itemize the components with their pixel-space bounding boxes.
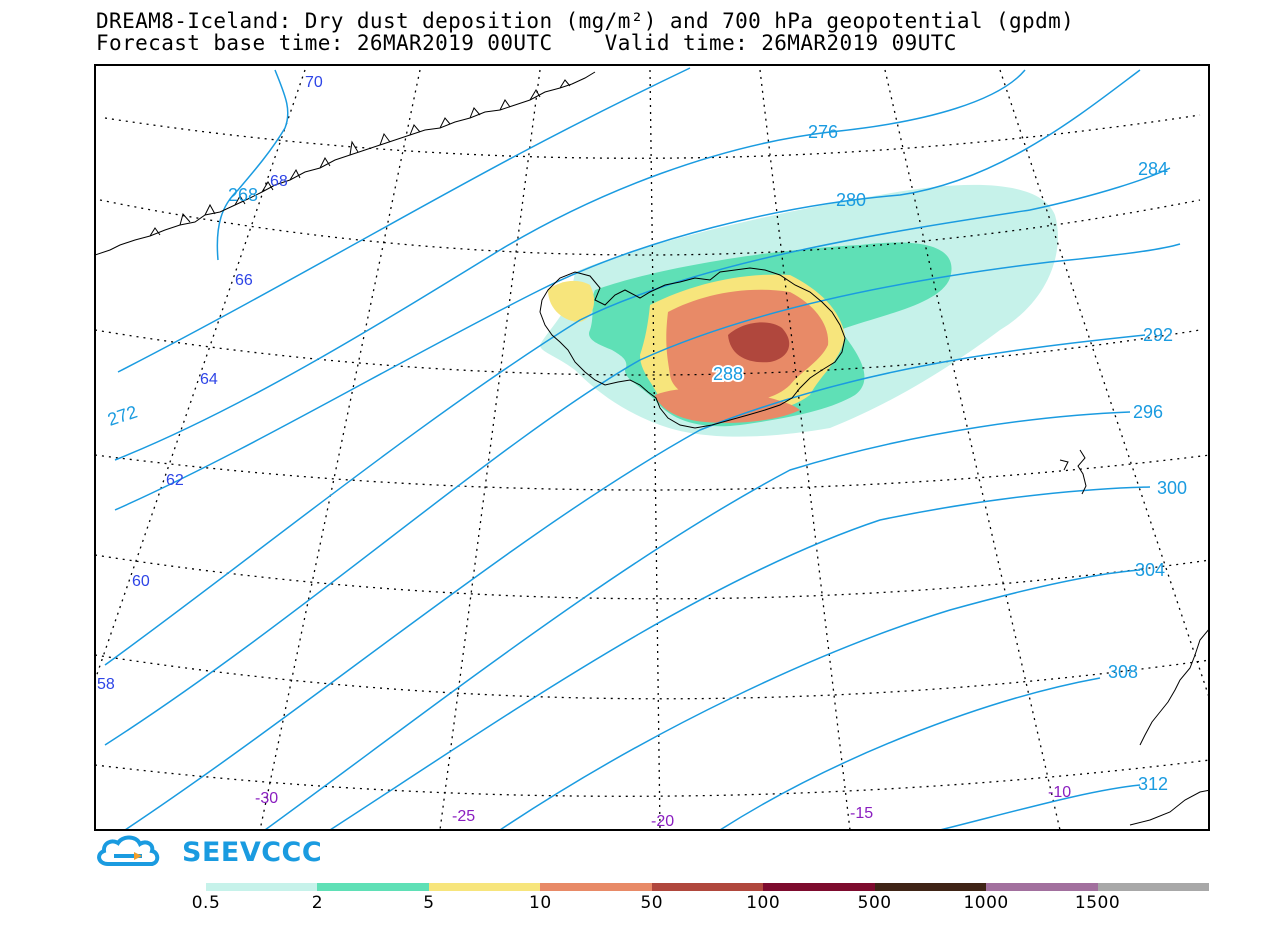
cloud-icon xyxy=(97,835,160,866)
contour-label: 288 xyxy=(713,364,743,384)
contour-label: 284 xyxy=(1138,159,1168,179)
graticule xyxy=(95,69,1209,830)
geopotential-contours xyxy=(104,67,1181,830)
contour-label: 280 xyxy=(836,190,866,210)
legend-swatch xyxy=(1097,883,1209,891)
norway-coast xyxy=(1139,628,1209,746)
contour-label: 300 xyxy=(1157,478,1187,498)
lat-label: 62 xyxy=(166,472,184,489)
coastlines xyxy=(95,71,1209,826)
title-line-1: DREAM8-Iceland: Dry dust deposition (mg/… xyxy=(96,9,1075,33)
legend-label: 100 xyxy=(746,893,781,913)
legend-label: 0.5 xyxy=(191,893,221,913)
lon-label: -25 xyxy=(452,808,475,825)
legend-label: 2 xyxy=(311,893,324,913)
lon-label: -20 xyxy=(651,813,674,830)
lat-label: 58 xyxy=(97,676,115,693)
legend-labels: 0.5 2 5 10 50 100 500 1000 1500 xyxy=(0,893,1271,913)
legend-swatch xyxy=(540,883,652,891)
contour-label: 304 xyxy=(1135,560,1165,580)
lon-label: -10 xyxy=(1048,784,1071,801)
legend-swatch xyxy=(874,883,987,891)
dust-band-50 xyxy=(728,322,790,363)
dust-band-10b xyxy=(655,388,800,423)
legend-label: 1000 xyxy=(963,893,1009,913)
lon-label: -15 xyxy=(850,805,873,822)
legend-swatch xyxy=(763,883,875,891)
legend-label: 10 xyxy=(529,893,552,913)
logo-text: SEEVCCC xyxy=(182,836,323,868)
legend-swatch xyxy=(206,883,318,891)
lat-label: 68 xyxy=(270,173,288,190)
lon-label: -30 xyxy=(255,790,278,807)
longitude-labels: -30 -25 -20 -15 -10 xyxy=(255,784,1071,830)
contour-label: 312 xyxy=(1138,774,1168,794)
shetland-coast xyxy=(1059,449,1087,495)
legend-label: 500 xyxy=(857,893,892,913)
contour-labels: 268 272 276 280 284 288 292 296 300 304 … xyxy=(105,122,1187,794)
dust-band-5b xyxy=(548,280,595,322)
greenland-fjords xyxy=(149,79,571,237)
logo: SEEVCCC xyxy=(94,832,322,872)
legend-bar xyxy=(206,883,1209,891)
title-block: DREAM8-Iceland: Dry dust deposition (mg/… xyxy=(96,10,1266,54)
greenland-coast xyxy=(95,71,596,256)
contour-label: 272 xyxy=(105,401,140,429)
lat-label: 64 xyxy=(200,371,218,388)
contour-label: 268 xyxy=(228,185,258,205)
map-frame xyxy=(94,64,1210,831)
lat-label: 70 xyxy=(305,74,323,91)
contour-label: 292 xyxy=(1143,325,1173,345)
contour-label: 308 xyxy=(1108,662,1138,682)
title-line-2: Forecast base time: 26MAR2019 00UTC Vali… xyxy=(96,31,957,55)
contour-label: 296 xyxy=(1133,402,1163,422)
legend-label: 1500 xyxy=(1074,893,1121,913)
scotland-coast xyxy=(1129,789,1209,826)
lat-label: 60 xyxy=(132,573,150,590)
latitude-labels: 70 68 66 64 62 60 58 xyxy=(97,74,323,693)
contour-label: 276 xyxy=(808,122,838,142)
lat-label: 66 xyxy=(235,272,253,289)
legend-swatch xyxy=(651,883,764,891)
legend-swatch xyxy=(986,883,1098,891)
legend-label: 5 xyxy=(423,893,435,913)
iceland-coast xyxy=(539,267,846,429)
legend-label: 50 xyxy=(640,893,664,913)
dust-shading xyxy=(540,184,1058,437)
legend-swatch xyxy=(428,883,541,891)
legend-swatch xyxy=(317,883,429,891)
